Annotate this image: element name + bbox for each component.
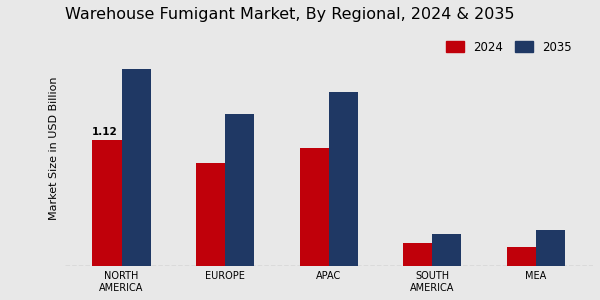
Text: 1.12: 1.12	[92, 127, 118, 137]
Bar	[403, 243, 433, 266]
Y-axis label: Market Size in USD Billion: Market Size in USD Billion	[49, 76, 59, 220]
Bar	[329, 92, 358, 266]
Bar	[225, 114, 254, 266]
Bar	[122, 69, 151, 266]
Legend: 2024, 2035: 2024, 2035	[442, 36, 577, 58]
Bar	[92, 140, 122, 266]
Bar	[536, 230, 565, 266]
Bar	[507, 247, 536, 266]
Text: Warehouse Fumigant Market, By Regional, 2024 & 2035: Warehouse Fumigant Market, By Regional, …	[65, 7, 514, 22]
Bar	[433, 235, 461, 266]
Bar	[300, 148, 329, 266]
Bar	[196, 163, 225, 266]
